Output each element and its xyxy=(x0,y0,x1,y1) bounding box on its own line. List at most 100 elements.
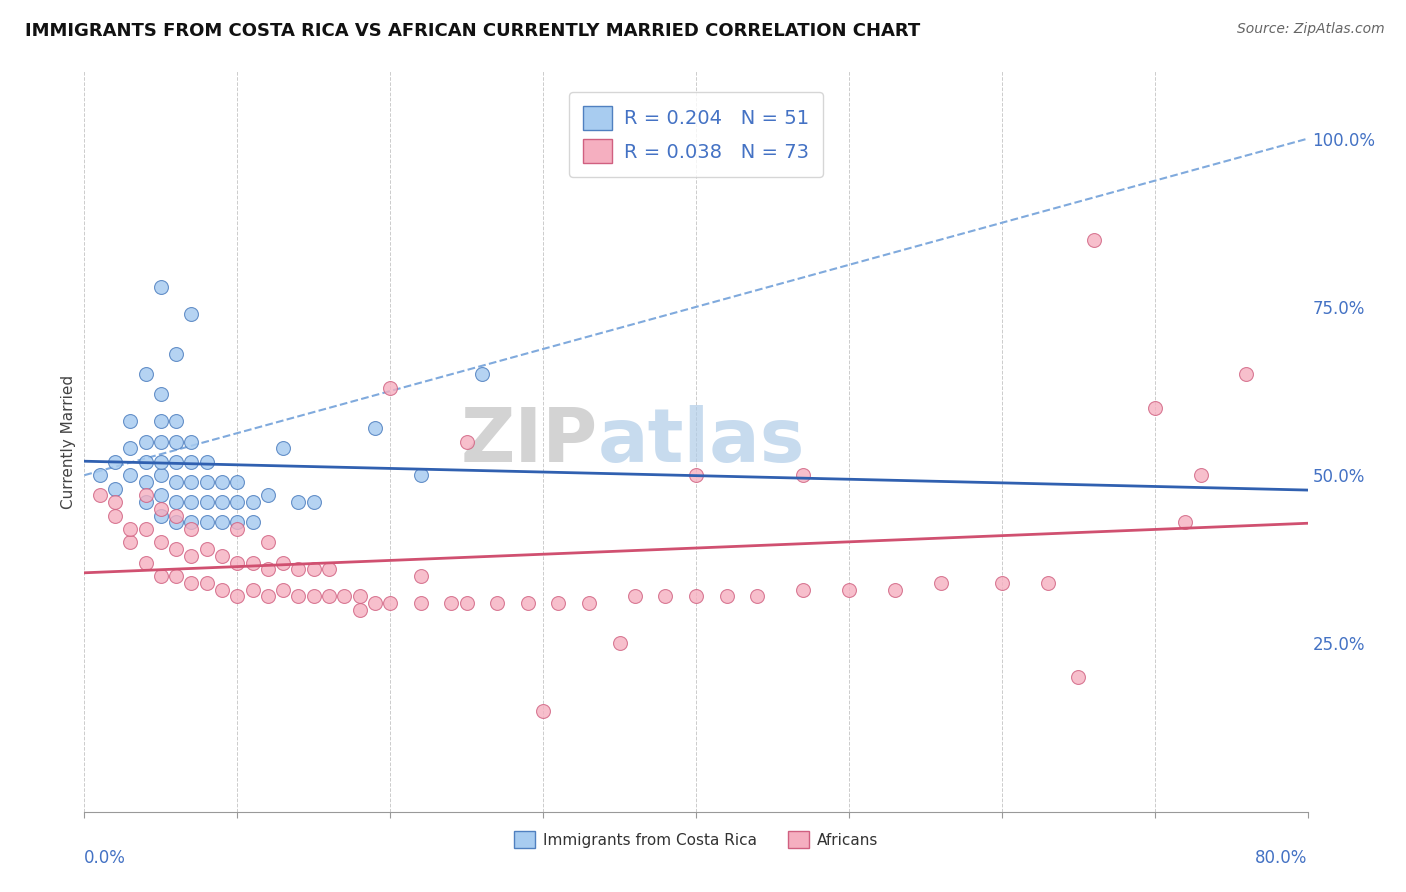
Point xyxy=(165,414,187,428)
Point xyxy=(486,596,509,610)
Point xyxy=(409,596,432,610)
Point xyxy=(364,596,387,610)
Point xyxy=(287,495,309,509)
Point xyxy=(135,368,157,382)
Point xyxy=(135,475,157,489)
Point xyxy=(165,495,187,509)
Point xyxy=(318,562,340,576)
Point xyxy=(226,516,249,530)
Point xyxy=(195,575,218,590)
Text: IMMIGRANTS FROM COSTA RICA VS AFRICAN CURRENTLY MARRIED CORRELATION CHART: IMMIGRANTS FROM COSTA RICA VS AFRICAN CU… xyxy=(25,22,921,40)
Point xyxy=(149,414,172,428)
Point xyxy=(165,508,187,523)
Point xyxy=(211,516,233,530)
Point xyxy=(195,542,218,557)
Point xyxy=(1189,468,1212,483)
Point xyxy=(302,562,325,576)
Point xyxy=(180,516,202,530)
Point xyxy=(149,569,172,583)
Point xyxy=(104,495,127,509)
Point xyxy=(257,535,280,549)
Point xyxy=(149,468,172,483)
Point xyxy=(578,596,600,610)
Point xyxy=(471,368,494,382)
Point xyxy=(104,455,127,469)
Point xyxy=(242,582,264,597)
Point xyxy=(287,562,309,576)
Point xyxy=(135,488,157,502)
Point xyxy=(135,556,157,570)
Point xyxy=(120,535,142,549)
Point xyxy=(149,455,172,469)
Point xyxy=(287,590,309,604)
Point xyxy=(409,468,432,483)
Point xyxy=(991,575,1014,590)
Point xyxy=(226,590,249,604)
Point xyxy=(135,434,157,449)
Text: 80.0%: 80.0% xyxy=(1256,849,1308,867)
Text: atlas: atlas xyxy=(598,405,806,478)
Point xyxy=(226,522,249,536)
Point xyxy=(226,495,249,509)
Point xyxy=(792,582,814,597)
Point xyxy=(165,434,187,449)
Point xyxy=(226,475,249,489)
Point xyxy=(1143,401,1166,415)
Point xyxy=(89,488,111,502)
Point xyxy=(211,475,233,489)
Point xyxy=(149,279,172,293)
Point xyxy=(104,482,127,496)
Point xyxy=(380,381,402,395)
Point xyxy=(271,556,294,570)
Point xyxy=(180,475,202,489)
Point xyxy=(456,596,478,610)
Y-axis label: Currently Married: Currently Married xyxy=(60,375,76,508)
Point xyxy=(349,603,371,617)
Point xyxy=(195,475,218,489)
Point xyxy=(624,590,647,604)
Point xyxy=(149,434,172,449)
Point xyxy=(1236,368,1258,382)
Point xyxy=(89,468,111,483)
Text: 0.0%: 0.0% xyxy=(84,849,127,867)
Point xyxy=(929,575,952,590)
Point xyxy=(165,347,187,361)
Point xyxy=(302,590,325,604)
Point xyxy=(149,488,172,502)
Point xyxy=(135,495,157,509)
Point xyxy=(1036,575,1059,590)
Point xyxy=(120,522,142,536)
Point xyxy=(685,468,707,483)
Point xyxy=(1067,670,1090,684)
Point xyxy=(149,535,172,549)
Point xyxy=(654,590,676,604)
Point xyxy=(242,556,264,570)
Point xyxy=(792,468,814,483)
Point xyxy=(685,590,707,604)
Point xyxy=(120,468,142,483)
Point xyxy=(333,590,356,604)
Text: ZIP: ZIP xyxy=(461,405,598,478)
Point xyxy=(716,590,738,604)
Point xyxy=(318,590,340,604)
Point xyxy=(1083,233,1105,247)
Point xyxy=(838,582,860,597)
Legend: Immigrants from Costa Rica, Africans: Immigrants from Costa Rica, Africans xyxy=(506,823,886,856)
Point xyxy=(180,549,202,563)
Point xyxy=(211,495,233,509)
Point xyxy=(195,516,218,530)
Point xyxy=(547,596,569,610)
Point xyxy=(165,516,187,530)
Point xyxy=(747,590,769,604)
Point xyxy=(180,522,202,536)
Point xyxy=(1174,516,1197,530)
Point xyxy=(242,516,264,530)
Point xyxy=(180,575,202,590)
Point xyxy=(271,582,294,597)
Point xyxy=(257,562,280,576)
Point xyxy=(180,495,202,509)
Point xyxy=(349,590,371,604)
Point xyxy=(409,569,432,583)
Point xyxy=(440,596,463,610)
Point xyxy=(135,522,157,536)
